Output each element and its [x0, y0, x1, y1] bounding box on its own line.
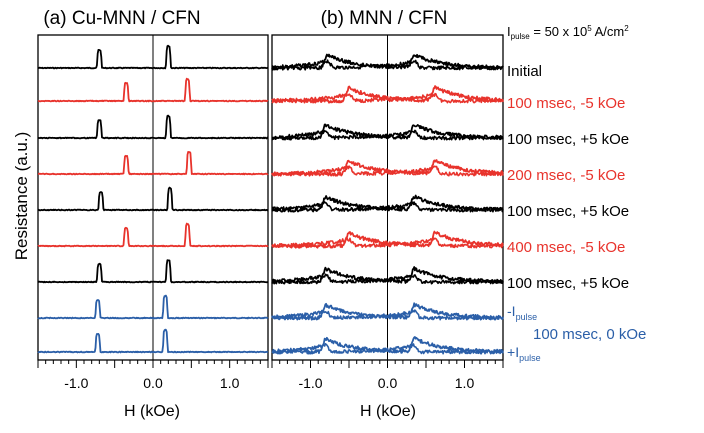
- trace-line: [37, 294, 269, 320]
- x-tick-label: -1.0: [64, 375, 88, 391]
- trace-line-return: [271, 59, 504, 71]
- trace-line: [37, 77, 269, 103]
- pulse-unit: A/cm: [592, 24, 625, 39]
- trace-label: 100 msec, +5 kOe: [507, 203, 629, 220]
- trace-line-return: [271, 342, 504, 355]
- trace-line-return: [271, 273, 504, 285]
- trace-label: 100 msec, -5 kOe: [507, 95, 625, 112]
- panel-a-title: (a) Cu-MNN / CFN: [43, 8, 200, 29]
- pulse-exp: 5: [587, 24, 592, 33]
- x-tick-label: 1.0: [220, 375, 240, 391]
- neg-pulse-label: -Ipulse: [507, 303, 537, 322]
- pulse-current-label: Ipulse = 50 x 105 A/cm2: [507, 24, 629, 41]
- x-tick-label: 1.0: [455, 375, 475, 391]
- neg-pulse-sign: -: [507, 303, 512, 319]
- trace-line-return: [271, 165, 504, 177]
- pos-pulse-label: +Ipulse: [507, 344, 541, 363]
- trace-line: [271, 194, 504, 213]
- x-tick-label: 0.0: [378, 375, 398, 391]
- panel-b-title: (b) MNN / CFN: [321, 8, 448, 29]
- trace-label: 200 msec, -5 kOe: [507, 167, 625, 184]
- trace-line: [37, 44, 269, 70]
- trace-line: [37, 150, 269, 176]
- trace-line-return: [271, 201, 504, 213]
- pos-pulse-sign: +: [507, 344, 515, 360]
- panel-a-plot: -1.0 0.0 1.0: [37, 34, 269, 391]
- trace-labels: Initial 100 msec, -5 kOe 100 msec, +5 kOe 2…: [507, 63, 629, 292]
- panel-b-plot: -1.0 0.0 1.0: [271, 34, 504, 391]
- panel-a-x-label: H (kOe): [124, 403, 180, 420]
- trace-label: 100 msec, +5 kOe: [507, 131, 629, 148]
- neg-pulse-i: I: [512, 303, 516, 319]
- trace-line-return: [271, 92, 504, 104]
- trace-label: 400 msec, -5 kOe: [507, 239, 625, 256]
- trace-line: [37, 259, 269, 284]
- trace-line-return: [271, 129, 504, 141]
- pulse-unit-exp: 2: [624, 24, 629, 33]
- pulse-value: = 50 x 10: [530, 24, 587, 39]
- x-tick-label: 0.0: [143, 375, 163, 391]
- pulse-sub: pulse: [511, 32, 531, 41]
- y-axis-label: Resistance (a.u.): [12, 132, 31, 261]
- pos-pulse-i: I: [515, 344, 519, 360]
- panel-b-x-label: H (kOe): [360, 403, 416, 420]
- blue-group-label: 100 msec, 0 kOe: [533, 326, 646, 343]
- pos-pulse-sub: pulse: [519, 353, 541, 363]
- trace-line-return: [271, 237, 504, 249]
- trace-line: [37, 186, 269, 212]
- neg-pulse-sub: pulse: [516, 312, 538, 322]
- trace-line-return: [271, 309, 504, 321]
- x-tick-label: -1.0: [298, 375, 322, 391]
- trace-label: 100 msec, +5 kOe: [507, 275, 629, 292]
- trace-line: [271, 85, 504, 104]
- trace-line: [37, 114, 269, 140]
- pulse-i: I: [507, 24, 511, 39]
- trace-line: [37, 222, 269, 248]
- trace-line: [37, 328, 269, 354]
- trace-label: Initial: [507, 63, 542, 80]
